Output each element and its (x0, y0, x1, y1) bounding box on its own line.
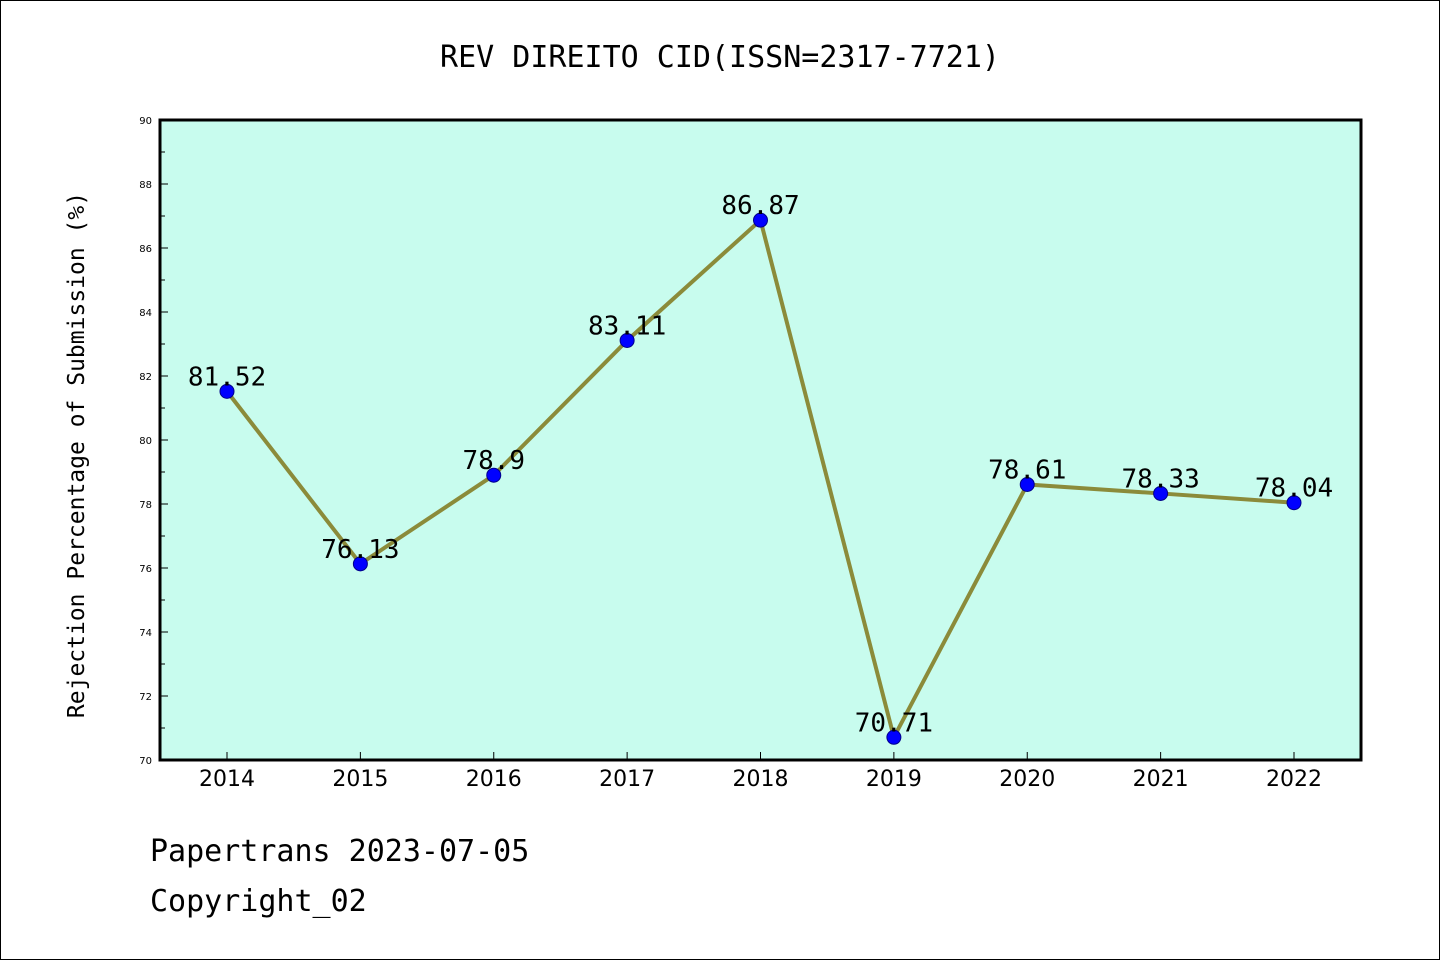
x-tick-label: 2018 (733, 767, 789, 792)
data-point (352, 556, 368, 572)
footer-copyright: Copyright_02 (150, 884, 367, 919)
data-point (219, 383, 235, 399)
y-tick-label: 70 (139, 756, 152, 767)
data-point (753, 212, 768, 228)
data-point (619, 332, 635, 348)
data-label: 76.13 (321, 535, 399, 565)
x-tick-label: 2021 (1133, 767, 1189, 792)
data-label: 78.04 (1255, 474, 1333, 504)
data-label: 83.11 (588, 311, 666, 341)
data-label: 81.52 (188, 362, 266, 392)
x-tick-label: 2014 (199, 767, 255, 792)
y-tick-label: 82 (139, 372, 152, 383)
y-axis-label: Rejection Percentage of Submission (%) (64, 192, 90, 718)
chart-title: REV DIREITO CID(ISSN=2317-7721) (440, 40, 1000, 75)
y-axis: 70 72 74 76 78 80 82 84 86 88 90 (139, 116, 168, 767)
x-tick-label: 2017 (599, 767, 655, 792)
x-tick-label: 2022 (1266, 767, 1322, 792)
data-label: 78.9 (462, 446, 525, 476)
x-tick-label: 2016 (466, 767, 522, 792)
y-tick-label: 84 (139, 308, 152, 319)
x-tick-label: 2020 (999, 767, 1055, 792)
y-tick-label: 72 (139, 692, 152, 703)
data-label: 70.71 (855, 708, 933, 738)
data-label: 86.87 (721, 191, 799, 221)
series-layer: 81.52 76.13 78.9 83.11 86.87 70.71 78.61 78.33 7… (188, 191, 1333, 745)
x-axis: 2014 2015 2016 2017 2018 2019 2020 2021 2022 (199, 752, 1322, 792)
y-tick-label: 88 (139, 180, 152, 191)
data-label: 78.61 (988, 455, 1066, 485)
data-point (1019, 476, 1035, 492)
y-tick-label: 80 (139, 436, 152, 447)
data-point (1153, 485, 1169, 501)
footer-date: Papertrans 2023-07-05 (150, 834, 530, 869)
x-tick-label: 2019 (866, 767, 922, 792)
data-point (1286, 495, 1302, 511)
data-point (886, 729, 902, 745)
x-tick-label: 2015 (332, 767, 388, 792)
y-tick-label: 90 (139, 116, 152, 127)
data-label: 78.33 (1121, 464, 1199, 494)
y-tick-label: 78 (139, 500, 152, 511)
y-tick-label: 86 (139, 244, 152, 255)
data-point (486, 467, 502, 483)
y-tick-label: 74 (139, 628, 152, 639)
y-tick-label: 76 (139, 564, 152, 575)
